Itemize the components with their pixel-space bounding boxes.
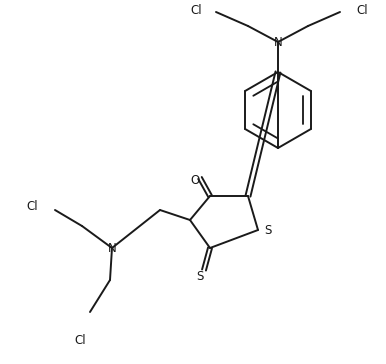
Text: Cl: Cl	[74, 333, 86, 347]
Text: Cl: Cl	[190, 4, 202, 16]
Text: N: N	[274, 36, 283, 48]
Text: O: O	[190, 174, 200, 187]
Text: Cl: Cl	[356, 4, 368, 16]
Text: S: S	[264, 223, 272, 237]
Text: S: S	[196, 270, 204, 284]
Text: N: N	[108, 241, 116, 254]
Text: Cl: Cl	[26, 201, 38, 214]
